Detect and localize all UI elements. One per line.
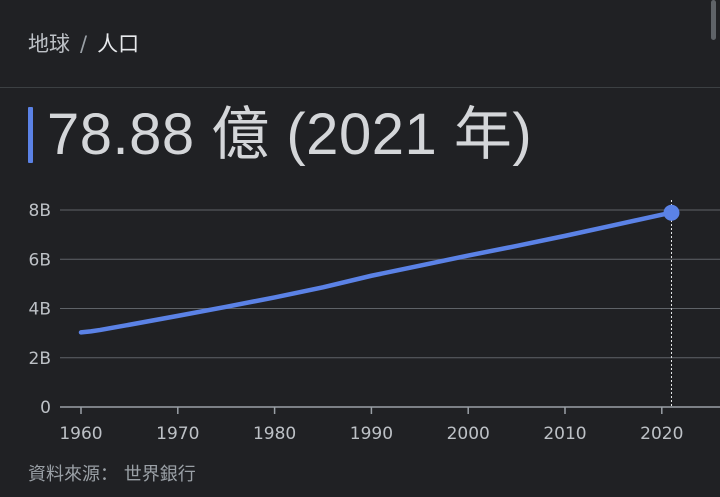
y-tick-label: 6B	[29, 250, 51, 270]
breadcrumb-separator: /	[80, 32, 88, 56]
chart-gridlines	[60, 209, 720, 408]
breadcrumb-current: 人口	[97, 32, 140, 56]
page-scrollbar[interactable]	[711, 0, 716, 40]
x-tick-label: 1990	[350, 424, 393, 444]
y-tick-label: 2B	[29, 349, 51, 369]
source-name[interactable]: 世界銀行	[123, 464, 196, 485]
chart-x-axis: 1960 1970 1980 1990 2000 2010 2020	[59, 407, 683, 444]
chart-marker[interactable]	[663, 204, 680, 221]
breadcrumb: 地球 / 人口	[28, 30, 139, 58]
x-tick-label: 2020	[640, 424, 683, 444]
chart-series	[78, 210, 674, 335]
population-value: 78.88 億 (2021 年)	[47, 102, 533, 167]
source-label: 資料來源：	[28, 464, 118, 485]
y-tick-label: 8B	[29, 201, 51, 221]
x-tick-label: 1960	[59, 424, 102, 444]
chart-y-axis-labels: 8B 6B 4B 2B 0	[29, 201, 51, 418]
x-tick-label: 2010	[543, 424, 586, 444]
x-tick-label: 1970	[156, 424, 199, 444]
x-tick-label: 2000	[447, 424, 490, 444]
highlight-point[interactable]	[663, 204, 680, 221]
headline: 78.88 億 (2021 年)	[28, 104, 532, 166]
breadcrumb-parent[interactable]: 地球	[28, 32, 70, 56]
population-series-line	[78, 210, 674, 335]
y-tick-label: 0	[40, 398, 51, 418]
header-divider	[0, 87, 720, 88]
data-source: 資料來源： 世界銀行	[28, 463, 196, 487]
y-tick-label: 4B	[29, 300, 51, 320]
x-tick-label: 1980	[253, 424, 296, 444]
headline-accent-bar	[28, 107, 33, 163]
